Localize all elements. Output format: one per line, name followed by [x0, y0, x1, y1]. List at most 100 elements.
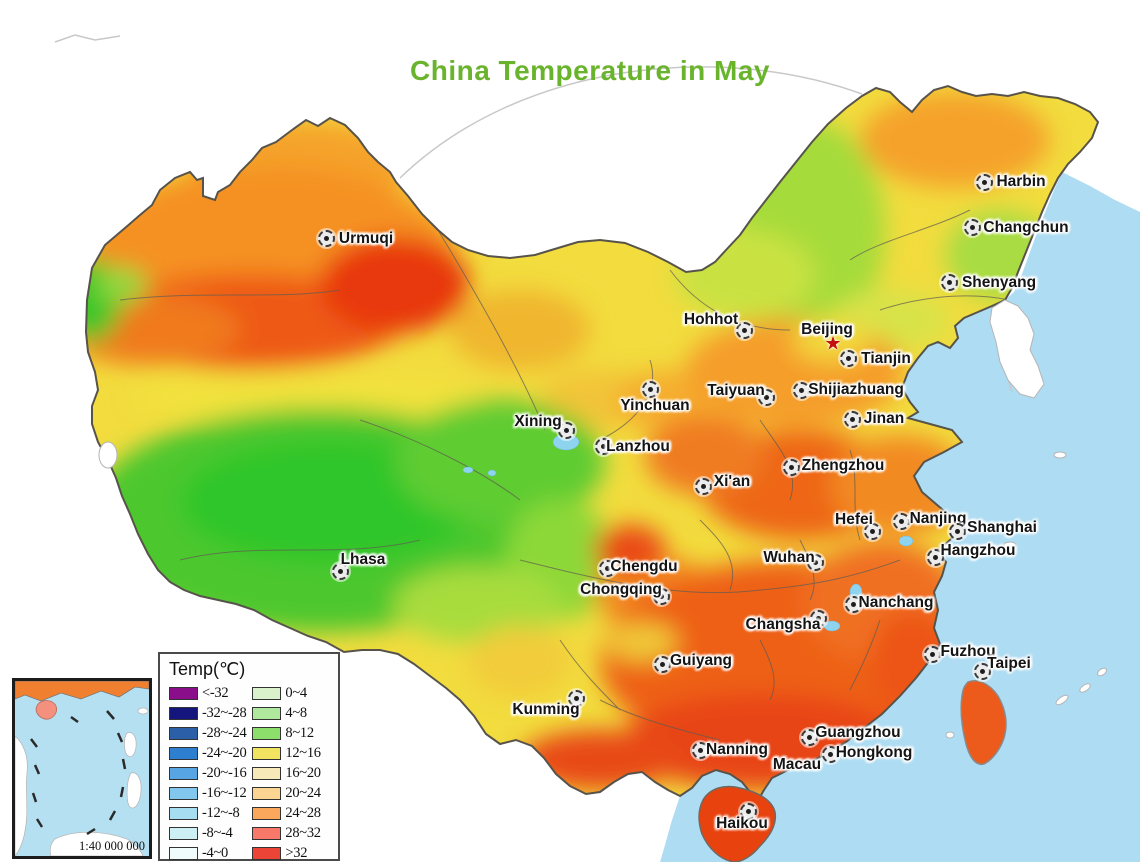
city-marker-shanghai [949, 523, 966, 540]
city-label-nanjing: Nanjing [909, 510, 967, 527]
temp-swatch [252, 766, 282, 780]
inset-neighbor-lands [15, 707, 149, 856]
city-label-nanchang: Nanchang [858, 594, 934, 611]
city-marker-taiyuan [758, 389, 775, 406]
legend-label: 24~28 [285, 805, 321, 822]
temp-swatch [252, 706, 282, 720]
city-label-chongqing: Chongqing [580, 581, 662, 598]
city-label-taipei: Taipei [987, 655, 1031, 672]
legend-row: 16~20 [252, 763, 321, 783]
city-marker-fuzhou [924, 646, 941, 663]
city-marker-kunming [568, 690, 585, 707]
legend-label: 12~16 [285, 744, 321, 761]
china-border [84, 84, 1100, 804]
city-marker-hangzhou [927, 549, 944, 566]
city-marker-hohhot [736, 322, 753, 339]
temp-swatch [169, 746, 198, 760]
temp-swatch [252, 847, 282, 861]
city-label-tianjin: Tianjin [861, 350, 911, 367]
temp-swatch [169, 726, 198, 740]
temp-swatch [169, 827, 198, 841]
city-label-hohhot: Hohhot [683, 311, 739, 328]
legend-columns: <-32 -32~-28 -28~-24 -24~-20 -20~-16 -16~-12 -… [169, 683, 331, 862]
city-label-yinchuan: Yinchuan [620, 397, 690, 414]
legend-row: -16~-12 [169, 783, 247, 803]
city-marker-lhasa [332, 563, 349, 580]
city-marker-nanjing [893, 513, 910, 530]
legend-label: <-32 [202, 684, 229, 701]
inset-map-svg [15, 681, 149, 856]
city-label-wuhan: Wuhan [763, 549, 815, 566]
city-label-urmuqi: Urmuqi [338, 230, 394, 247]
city-label-beijing: Beijing [801, 321, 853, 338]
legend-label: -28~-24 [202, 724, 247, 741]
city-marker-harbin [976, 174, 993, 191]
legend-label: 28~32 [285, 825, 321, 842]
city-label-lanzhou: Lanzhou [606, 438, 670, 455]
scale-label: 1:40 000 000 [79, 839, 145, 853]
city-label-guiyang: Guiyang [669, 652, 733, 669]
city-marker-chongqing [653, 588, 670, 605]
legend-row: -20~-16 [169, 763, 247, 783]
legend-row: -24~-20 [169, 743, 247, 763]
city-label-nanning: Nanning [706, 741, 768, 758]
legend-label: >32 [285, 845, 308, 862]
legend-row: 4~8 [252, 703, 320, 723]
page-title: China Temperature in May [409, 55, 771, 86]
legend-row: <-32 [169, 683, 246, 703]
legend-label: -16~-12 [202, 785, 247, 802]
city-label-haikou: Haikou [716, 815, 768, 832]
legend-row: 20~24 [252, 783, 321, 803]
city-label-changchun: Changchun [983, 219, 1069, 236]
legend-column: <-32 -32~-28 -28~-24 -24~-20 -20~-16 -16~-12 -… [169, 683, 247, 862]
city-marker-urmuqi [318, 230, 335, 247]
city-label-guangzhou: Guangzhou [815, 724, 901, 741]
city-marker-yinchuan [642, 381, 659, 398]
city-label-lhasa: Lhasa [340, 551, 386, 568]
inset-china-coast [15, 681, 149, 702]
legend-label: -24~-20 [202, 744, 247, 761]
city-marker-guangzhou [801, 729, 818, 746]
temp-swatch [169, 787, 198, 801]
legend-label: -12~-8 [202, 805, 240, 822]
city-label-changsha: Changsha [745, 616, 821, 633]
city-marker-zhengzhou [783, 459, 800, 476]
legend-label: 16~20 [285, 764, 321, 781]
legend-row: -8~-4 [169, 824, 246, 844]
temp-swatch [169, 706, 198, 720]
city-marker-hongkong [822, 746, 839, 763]
legend-label: 8~12 [285, 724, 314, 741]
legend-row: 8~12 [252, 723, 320, 743]
city-label-taiyuan: Taiyuan [707, 382, 765, 399]
city-marker-shenyang [941, 274, 958, 291]
city-label-hefei: Hefei [835, 511, 873, 528]
legend-row: -4~0 [169, 844, 246, 862]
legend-row: 0~4 [252, 683, 320, 703]
legend-row: -12~-8 [169, 804, 246, 824]
city-label-macau: Macau [772, 756, 822, 773]
city-label-zhengzhou: Zhengzhou [801, 457, 885, 474]
legend-row: -28~-24 [169, 723, 247, 743]
city-marker-wuhan [807, 554, 824, 571]
temp-swatch [252, 686, 282, 700]
inset-hainan [35, 700, 57, 720]
legend-row: 28~32 [252, 824, 321, 844]
city-label-chengdu: Chengdu [610, 558, 678, 575]
city-label-xining: Xining [514, 413, 562, 430]
legend-row: 12~16 [252, 743, 321, 763]
city-marker-xining [558, 422, 575, 439]
legend-label: -32~-28 [202, 704, 247, 721]
temp-swatch [169, 686, 198, 700]
legend-row: 24~28 [252, 804, 321, 824]
city-marker-guiyang [654, 656, 671, 673]
legend-label: 0~4 [285, 684, 307, 701]
temp-swatch [169, 807, 198, 821]
legend-label: -8~-4 [202, 825, 233, 842]
legend-label: -20~-16 [202, 764, 247, 781]
hainan-island [698, 785, 777, 862]
city-label-harbin: Harbin [996, 173, 1046, 190]
temp-swatch [169, 766, 198, 780]
city-marker-changchun [964, 219, 981, 236]
city-marker-jinan [844, 411, 861, 428]
city-marker-xian [695, 478, 712, 495]
